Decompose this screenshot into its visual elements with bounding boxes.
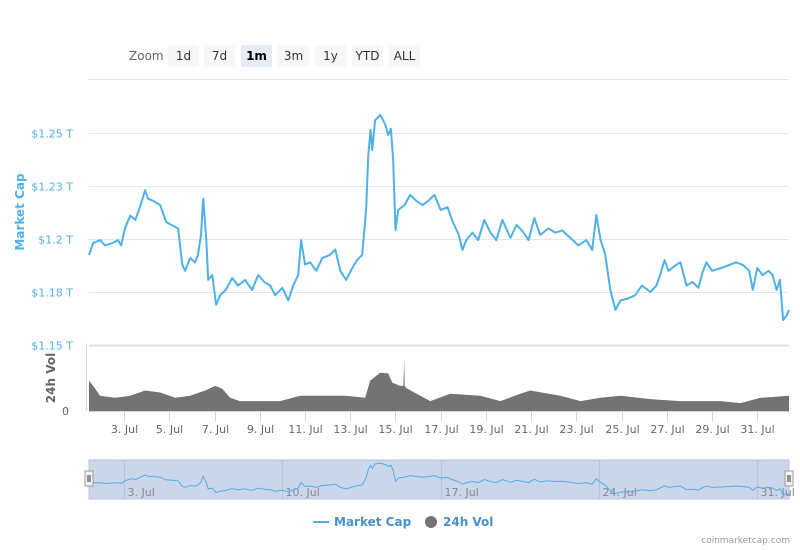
y-axis-title-volume: 24h Vol bbox=[44, 353, 58, 403]
x-tick-label: 15. Jul bbox=[378, 423, 412, 436]
y-tick-label: $1.15 T bbox=[31, 340, 73, 353]
y-tick-label: $1.23 T bbox=[31, 181, 73, 194]
legend-label: Market Cap bbox=[334, 515, 412, 529]
legend-label: 24h Vol bbox=[443, 515, 493, 529]
volume-zero-label: 0 bbox=[62, 405, 69, 418]
x-axis-ticks: 3. Jul 5. Jul 7. Jul 9. Jul 11. Jul 13. Jul 15… bbox=[111, 412, 775, 436]
legend-circle-icon bbox=[425, 516, 437, 528]
x-tick-label: 31. Jul bbox=[740, 423, 774, 436]
legend-item-market-cap[interactable]: Market Cap bbox=[313, 515, 412, 529]
y-gridlines bbox=[89, 133, 789, 347]
y-axis-labels: $1.25 T $1.23 T $1.2 T $1.18 T $1.15 T bbox=[31, 128, 73, 353]
zoom-button-all[interactable]: ALL bbox=[389, 45, 420, 67]
legend-item-volume[interactable]: 24h Vol bbox=[425, 515, 493, 529]
x-tick-label: 3. Jul bbox=[111, 423, 138, 436]
x-tick-label: 13. Jul bbox=[333, 423, 367, 436]
navigator-tick-label: 3. Jul bbox=[128, 486, 155, 499]
y-tick-label: $1.18 T bbox=[31, 287, 73, 300]
navigator-mask[interactable] bbox=[88, 459, 790, 500]
x-tick-label: 9. Jul bbox=[247, 423, 274, 436]
zoom-button-7d[interactable]: 7d bbox=[204, 45, 235, 67]
x-tick-label: 19. Jul bbox=[469, 423, 503, 436]
zoom-button-1y[interactable]: 1y bbox=[315, 45, 346, 67]
navigator[interactable]: 3. Jul 10. Jul 17. Jul 24. Jul 31. Jul bbox=[84, 459, 795, 500]
x-tick-label: 17. Jul bbox=[424, 423, 458, 436]
zoom-button-3m[interactable]: 3m bbox=[278, 45, 309, 67]
x-tick-label: 7. Jul bbox=[202, 423, 229, 436]
y-axis-title-market-cap: Market Cap bbox=[13, 173, 27, 251]
x-tick-label: 21. Jul bbox=[514, 423, 548, 436]
volume-area bbox=[89, 358, 789, 411]
x-tick-label: 11. Jul bbox=[288, 423, 322, 436]
navigator-tick-label: 17. Jul bbox=[445, 486, 479, 499]
zoom-button-1m[interactable]: 1m bbox=[241, 45, 272, 67]
zoom-button-1d[interactable]: 1d bbox=[168, 45, 199, 67]
zoom-label: Zoom bbox=[129, 49, 164, 63]
market-cap-line bbox=[88, 114, 790, 321]
y-tick-label: $1.25 T bbox=[31, 128, 73, 141]
navigator-tick-label: 10. Jul bbox=[286, 486, 320, 499]
navigator-handle-left[interactable] bbox=[84, 470, 94, 487]
zoom-button-ytd[interactable]: YTD bbox=[352, 45, 383, 67]
x-tick-label: 25. Jul bbox=[605, 423, 639, 436]
x-tick-label: 27. Jul bbox=[650, 423, 684, 436]
navigator-handle-right[interactable] bbox=[784, 470, 794, 487]
credit-link[interactable]: coinmarketcap.com bbox=[701, 536, 790, 546]
x-tick-label: 23. Jul bbox=[559, 423, 593, 436]
navigator-tick-label: 31. Jul bbox=[761, 486, 795, 499]
y-tick-label: $1.2 T bbox=[38, 234, 73, 247]
x-tick-label: 5. Jul bbox=[156, 423, 183, 436]
navigator-line bbox=[88, 462, 790, 496]
x-tick-label: 29. Jul bbox=[695, 423, 729, 436]
